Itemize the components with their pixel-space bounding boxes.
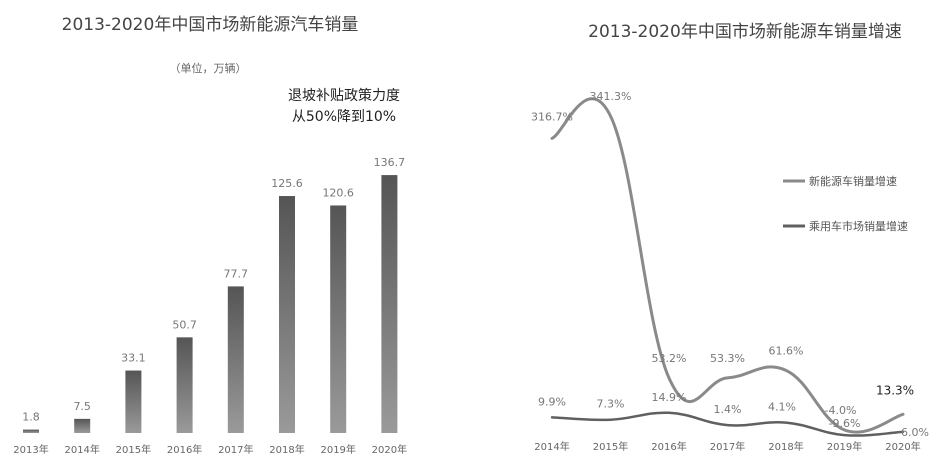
bar-x-tick-label: 2013年 [13, 443, 48, 456]
line-x-tick-label: 2018年 [768, 440, 803, 453]
bar-2013年 [23, 429, 39, 433]
bar-x-tick-label: 2017年 [218, 443, 253, 456]
line-point-label: 53.3% [710, 352, 745, 365]
line-series: 316.7% 341.3% 53.2% 53.3% 61.6% -4.0% 13.3% 9.9… [531, 90, 929, 453]
bar-2016年 [176, 337, 193, 433]
line-point-label: 316.7% [531, 110, 573, 123]
line-point-label: 61.6% [769, 344, 804, 357]
line-point-label: 9.9% [538, 395, 566, 408]
bar-value-label: 136.7 [374, 156, 406, 169]
line-series-1 [550, 411, 905, 437]
bar-chart-title: 2013-2020年中国市场新能源汽车销量 [62, 15, 359, 35]
line-x-tick-label: 2020年 [885, 440, 920, 453]
line-point-label: 53.2% [652, 352, 687, 365]
legend-label: 新能源车销量增速 [809, 174, 897, 188]
bar-value-label: 77.7 [224, 267, 249, 280]
line-x-tick-label: 2019年 [827, 440, 862, 453]
bar-value-label: 7.5 [73, 400, 91, 413]
bar-value-label: 120.6 [322, 186, 354, 199]
line-x-tick-label: 2015年 [593, 440, 628, 453]
line-point-label: -6.0% [897, 426, 929, 439]
bar-x-tick-label: 2020年 [372, 443, 407, 456]
line-series-0 [550, 97, 905, 434]
line-x-tick-label: 2016年 [651, 440, 686, 453]
bar-2014年 [74, 418, 91, 433]
bar-chart-annotation-line-2: 从50%降到10% [292, 109, 396, 125]
line-point-label: 7.3% [597, 398, 625, 411]
line-point-label: 4.1% [768, 401, 796, 414]
bar-value-label: 1.8 [22, 411, 40, 424]
bar-value-label: 125.6 [271, 177, 303, 190]
bar-2015年 [125, 370, 142, 433]
bar-chart-subtitle: （单位，万辆） [170, 61, 247, 75]
bar-2017年 [227, 286, 244, 433]
bar-value-label: 50.7 [172, 318, 197, 331]
bar-x-tick-label: 2019年 [320, 443, 355, 456]
line-x-tick-label: 2014年 [534, 440, 569, 453]
line-point-label: 14.9% [652, 391, 687, 404]
legend-label: 乘用车市场销量增速 [809, 219, 908, 233]
line-point-label: -4.0% [825, 404, 857, 417]
bar-x-tick-label: 2016年 [167, 443, 202, 456]
line-point-label: 1.4% [714, 403, 742, 416]
line-x-tick-label: 2017年 [710, 440, 745, 453]
line-point-label: -9.6% [829, 417, 861, 430]
bar-series: 1.8 2013年 7.5 2014年 33.1 2015年 50.7 2016年 77.7 20… [13, 156, 407, 456]
line-point-label: 341.3% [590, 90, 632, 103]
bar-x-tick-label: 2015年 [116, 443, 151, 456]
bar-value-label: 33.1 [121, 352, 146, 365]
line-point-label: 13.3% [876, 383, 914, 397]
bar-chart-annotation-line-1: 退坡补贴政策力度 [288, 87, 400, 104]
line-chart-title: 2013-2020年中国市场新能源车销量增速 [588, 22, 902, 42]
bar-2018年 [279, 196, 295, 433]
bar-x-tick-label: 2018年 [269, 443, 304, 456]
bar-2019年 [330, 205, 347, 433]
bar-x-tick-label: 2014年 [64, 443, 99, 456]
bar-2020年 [381, 175, 398, 434]
